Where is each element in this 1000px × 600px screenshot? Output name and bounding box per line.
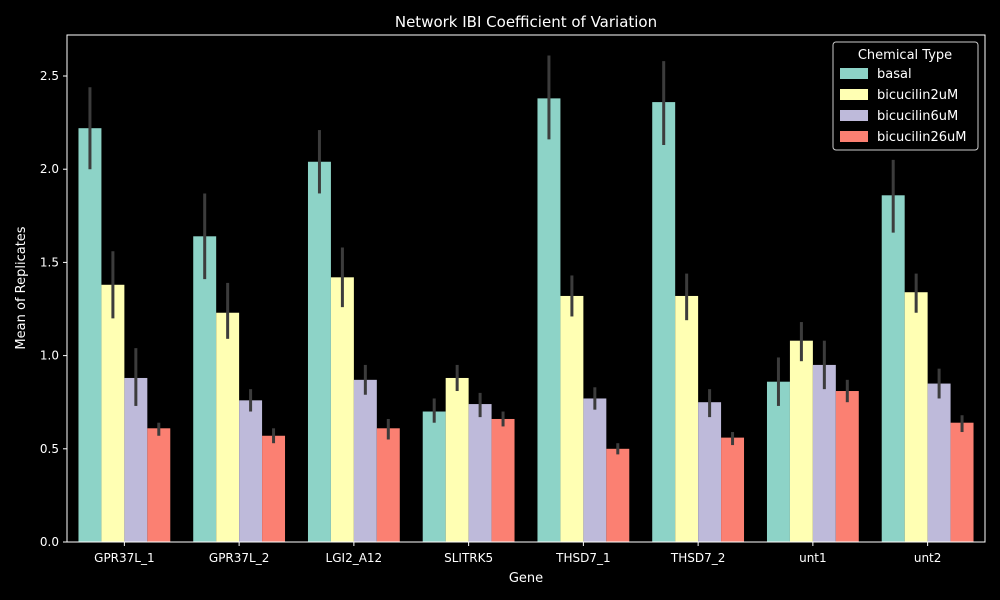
- bar-bicucilin26uM-THSD7_1: [606, 448, 630, 542]
- legend-title: Chemical Type: [858, 48, 952, 63]
- bar-bicucilin6uM-GPR37L_2: [239, 400, 263, 542]
- bar-bicucilin26uM-LGI2_A12: [376, 428, 400, 542]
- bar-bicucilin6uM-THSD7_2: [698, 402, 722, 542]
- bar-bicucilin2uM-GPR37L_2: [216, 312, 240, 542]
- x-tick-label: GPR37L_2: [209, 551, 269, 565]
- bar-bicucilin6uM-SLITRK5: [468, 404, 492, 542]
- x-axis-label: Gene: [509, 571, 543, 586]
- legend-swatch-bicucilin6uM: [840, 110, 868, 121]
- legend-box: [832, 41, 979, 151]
- bar-bicucilin26uM-unt1: [835, 391, 859, 542]
- bar-basal-unt1: [766, 381, 790, 542]
- legend: Chemical Type basal bicucilin2uM bicucilin…: [832, 41, 979, 151]
- bar-bicucilin2uM-GPR37L_1: [101, 284, 125, 542]
- bar-bicucilin26uM-unt2: [950, 422, 974, 542]
- legend-swatch-basal: [840, 68, 868, 79]
- bar-bicucilin6uM-LGI2_A12: [353, 379, 377, 542]
- bars-layer: [78, 98, 974, 543]
- bar-basal-GPR37L_1: [78, 128, 102, 542]
- bar-basal-LGI2_A12: [307, 161, 331, 542]
- legend-label-bicucilin26uM: bicucilin26uM: [877, 130, 966, 145]
- x-tick-label: unt2: [914, 551, 942, 565]
- legend-swatch-bicucilin2uM: [840, 89, 868, 100]
- bar-bicucilin2uM-unt1: [789, 340, 813, 542]
- chart-title: Network IBI Coefficient of Variation: [395, 13, 657, 31]
- plot-frame: [66, 34, 986, 543]
- y-tick-label: 1.5: [40, 255, 59, 269]
- y-tick-label: 2.5: [40, 69, 59, 83]
- bar-bicucilin2uM-LGI2_A12: [330, 277, 354, 542]
- y-tick-label: 2.0: [40, 162, 59, 176]
- bar-basal-THSD7_1: [537, 98, 561, 542]
- x-tick-label: SLITRK5: [444, 551, 493, 565]
- error-bars-layer: [88, 55, 964, 455]
- bar-bicucilin26uM-THSD7_2: [721, 437, 745, 542]
- bar-bicucilin2uM-unt2: [904, 292, 928, 542]
- x-tick-label: GPR37L_1: [94, 551, 154, 565]
- y-axis: 0.0 0.5 1.0 1.5 2.0 2.5: [40, 69, 67, 549]
- bar-bicucilin26uM-GPR37L_1: [147, 428, 171, 542]
- bar-basal-THSD7_2: [652, 102, 676, 543]
- x-tick-label: LGI2_A12: [326, 551, 383, 565]
- bar-bicucilin2uM-THSD7_1: [560, 295, 584, 542]
- bar-bicucilin6uM-unt1: [812, 364, 836, 542]
- x-tick-label: unt1: [799, 551, 827, 565]
- legend-label-bicucilin2uM: bicucilin2uM: [877, 88, 958, 103]
- bar-basal-unt2: [881, 195, 905, 543]
- x-tick-label: THSD7_2: [670, 551, 725, 565]
- bar-bicucilin6uM-THSD7_1: [583, 398, 607, 542]
- bar-basal-GPR37L_2: [193, 236, 217, 542]
- legend-label-basal: basal: [877, 67, 912, 82]
- x-axis: GPR37L_1 GPR37L_2 LGI2_A12 SLITRK5 THSD7_1 TH…: [94, 542, 941, 565]
- y-axis-label: Mean of Replicates: [14, 226, 29, 349]
- bar-bicucilin26uM-SLITRK5: [491, 418, 515, 542]
- y-tick-label: 0.0: [40, 535, 59, 549]
- y-tick-label: 1.0: [40, 349, 59, 363]
- y-tick-label: 0.5: [40, 442, 59, 456]
- bar-basal-SLITRK5: [422, 411, 446, 542]
- legend-swatch-bicucilin26uM: [840, 131, 868, 142]
- bar-bicucilin2uM-THSD7_2: [675, 295, 699, 542]
- bar-bicucilin26uM-GPR37L_2: [262, 435, 286, 542]
- bar-bicucilin6uM-GPR37L_1: [124, 377, 148, 542]
- bar-bicucilin6uM-unt2: [927, 383, 951, 542]
- legend-label-bicucilin6uM: bicucilin6uM: [877, 109, 958, 124]
- bar-bicucilin2uM-SLITRK5: [445, 377, 469, 542]
- x-tick-label: THSD7_1: [555, 551, 610, 565]
